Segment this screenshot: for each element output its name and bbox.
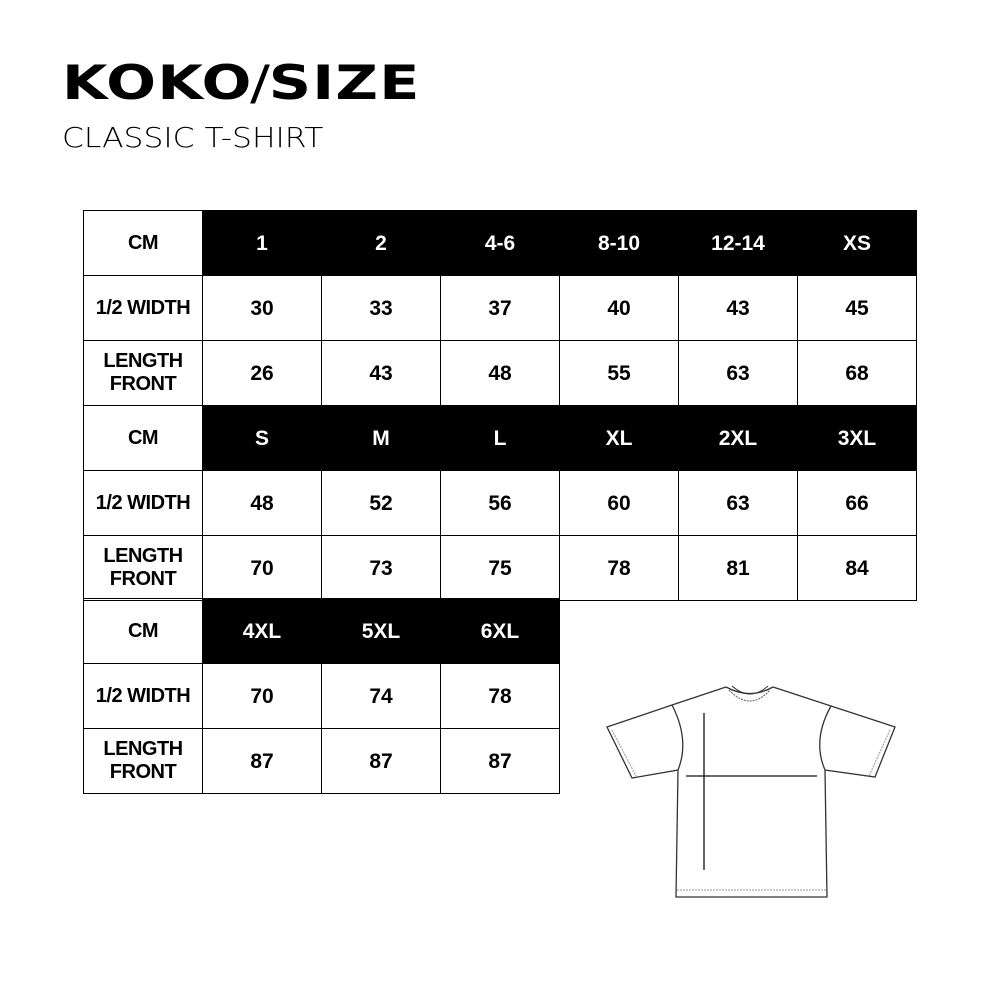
measurement-value: 63	[678, 470, 798, 536]
measurement-value: 26	[202, 340, 322, 406]
brand-logo: KOKO/SIZE	[62, 58, 421, 110]
measurement-label-line: FRONT	[109, 373, 177, 395]
measurement-value: 81	[678, 535, 798, 601]
size-header: 2	[321, 210, 441, 276]
measurement-value: 60	[559, 470, 679, 536]
measurement-value: 87	[321, 728, 441, 794]
size-header: L	[440, 405, 560, 471]
measurement-label-line: FRONT	[109, 568, 177, 590]
size-table: CM 4XL 5XL 6XL 1/2 WIDTH 70 74 78 LENGTH FRONT 87 8…	[83, 598, 560, 794]
brand-size: SIZE	[268, 56, 421, 111]
measurement-value: 40	[559, 275, 679, 341]
measurement-value: 70	[202, 535, 322, 601]
measurement-label: 1/2 WIDTH	[83, 275, 203, 341]
measurement-value: 87	[440, 728, 560, 794]
size-header: 4XL	[202, 598, 322, 664]
size-header: 12-14	[678, 210, 798, 276]
size-header: 2XL	[678, 405, 798, 471]
measurement-label-line: 1/2 WIDTH	[95, 491, 191, 514]
measurement-label-line: LENGTH	[103, 545, 183, 567]
measurement-value: 48	[440, 340, 560, 406]
measurement-label: 1/2 WIDTH	[83, 663, 203, 729]
size-header: 4-6	[440, 210, 560, 276]
measurement-value: 75	[440, 535, 560, 601]
measurement-value: 84	[797, 535, 917, 601]
measurement-value: 66	[797, 470, 917, 536]
measurement-label-line: LENGTH	[103, 350, 183, 372]
measurement-value: 43	[678, 275, 798, 341]
measurement-value: 52	[321, 470, 441, 536]
measurement-value: 87	[202, 728, 322, 794]
measurement-label-line: LENGTH	[103, 738, 183, 760]
measurement-value: 33	[321, 275, 441, 341]
measurement-value: 70	[202, 663, 322, 729]
unit-label: CM	[83, 598, 203, 664]
size-header: 1	[202, 210, 322, 276]
size-header: XL	[559, 405, 679, 471]
size-header: 6XL	[440, 598, 560, 664]
measurement-label-line: FRONT	[109, 761, 177, 783]
product-title: CLASSIC T-SHIRT	[62, 121, 324, 154]
measurement-label-line: 1/2 WIDTH	[95, 684, 191, 707]
brand-koko: KOKO	[62, 56, 253, 111]
table-row: LENGTH FRONT 70 73 75 78 81 84	[83, 535, 917, 601]
measurement-label: LENGTH FRONT	[83, 340, 203, 406]
measurement-label-line: 1/2 WIDTH	[95, 296, 191, 319]
size-header: M	[321, 405, 441, 471]
measurement-label: 1/2 WIDTH	[83, 470, 203, 536]
table-row: LENGTH FRONT 87 87 87	[83, 728, 560, 794]
measurement-value: 55	[559, 340, 679, 406]
size-table: CM S M L XL 2XL 3XL 1/2 WIDTH 48 52 56 60 63 66 LENGTH…	[83, 405, 917, 601]
size-header: 3XL	[797, 405, 917, 471]
measurement-value: 78	[559, 535, 679, 601]
table-row: 1/2 WIDTH 30 33 37 40 43 45	[83, 275, 917, 341]
size-header: XS	[797, 210, 917, 276]
size-table: CM 1 2 4-6 8-10 12-14 XS 1/2 WIDTH 30 33 37 40 43 45 L…	[83, 210, 917, 406]
measurement-value: 37	[440, 275, 560, 341]
brand-separator: /	[250, 56, 272, 111]
size-header: S	[202, 405, 322, 471]
table-row: 1/2 WIDTH 70 74 78	[83, 663, 560, 729]
measurement-label: LENGTH FRONT	[83, 728, 203, 794]
measurement-value: 74	[321, 663, 441, 729]
measurement-value: 45	[797, 275, 917, 341]
measurement-value: 43	[321, 340, 441, 406]
